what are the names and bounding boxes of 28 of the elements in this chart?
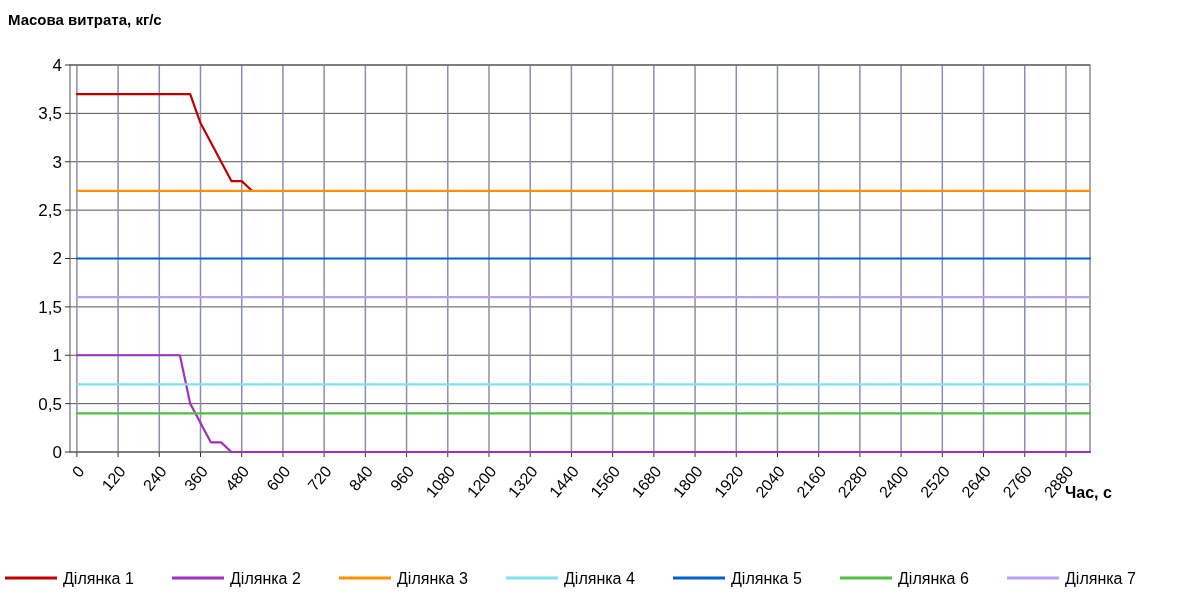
x-tick-label: 240 — [139, 462, 170, 494]
y-tick-label: 1,5 — [38, 297, 62, 317]
y-tick-label: 4 — [52, 55, 62, 75]
x-tick-label: 480 — [222, 462, 253, 494]
x-tick-label: 360 — [180, 462, 212, 494]
y-tick-label: 3 — [52, 152, 62, 172]
line-series — [75, 354, 1092, 454]
legend-label: Ділянка 5 — [731, 569, 802, 587]
x-tick-label: 840 — [345, 462, 376, 494]
y-tick-label: 0 — [52, 442, 62, 462]
y-tick-label: 2,5 — [38, 201, 62, 221]
y-tick-label: 2 — [52, 249, 62, 269]
y-tick-label: 0,5 — [38, 394, 62, 414]
legend-label: Ділянка 2 — [230, 569, 301, 587]
legend-label: Ділянка 1 — [63, 569, 134, 587]
legend-label: Ділянка 4 — [564, 569, 635, 587]
chart-title: Масова витрата, кг/с — [8, 11, 162, 28]
legend-label: Ділянка 3 — [397, 569, 468, 587]
legend-label: Ділянка 7 — [1065, 569, 1136, 587]
x-tick-label: 600 — [263, 462, 294, 494]
y-tick-label: 3,5 — [38, 104, 62, 124]
legend-label: Ділянка 6 — [898, 569, 969, 587]
line-series — [75, 92, 254, 192]
x-tick-label: 0 — [68, 462, 88, 481]
y-tick-label: 1 — [52, 346, 62, 366]
x-tick-label: 960 — [386, 462, 418, 494]
x-tick-label: 120 — [98, 462, 129, 494]
x-tick-label: 720 — [304, 462, 335, 494]
